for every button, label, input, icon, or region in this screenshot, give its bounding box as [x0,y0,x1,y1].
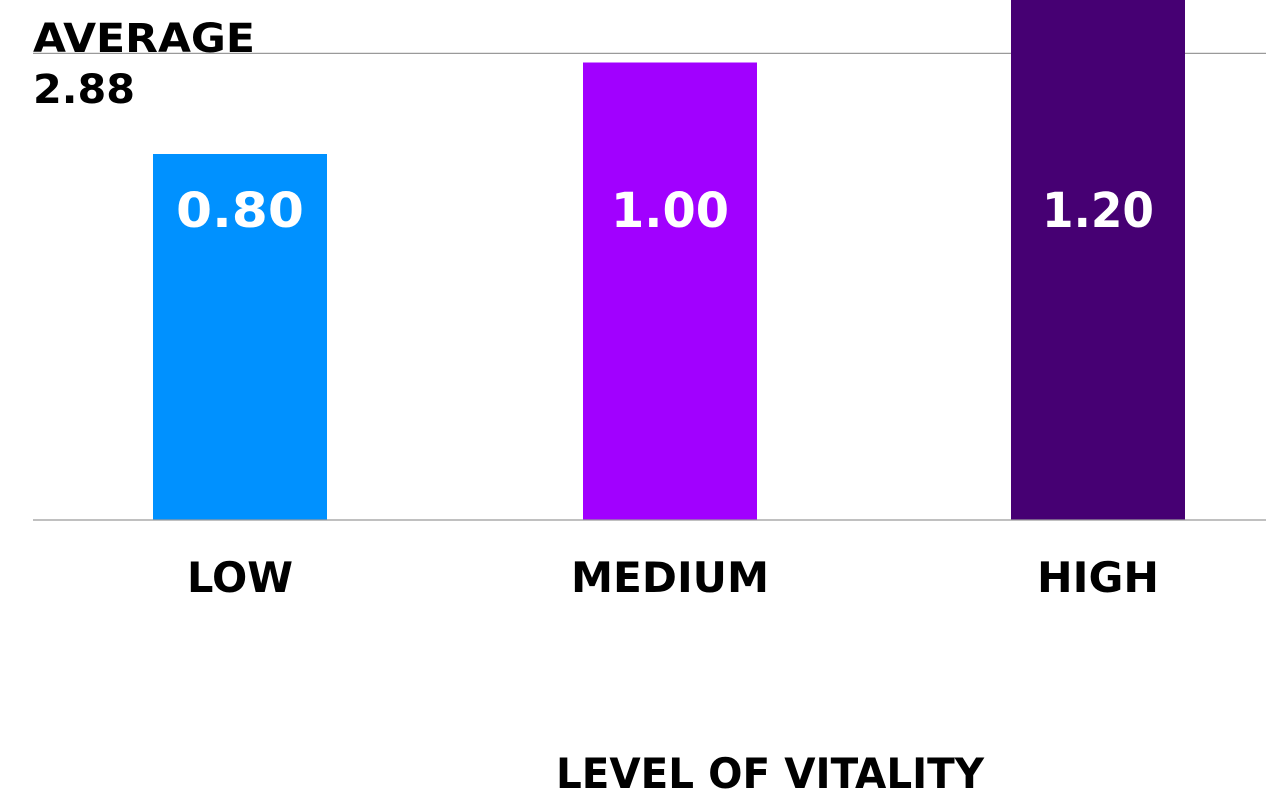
category-label-medium: MEDIUM [571,553,769,602]
bar-low [153,154,327,520]
category-labels-group: LOW MEDIUM HIGH [187,553,1159,602]
bar-value-label-low: 0.80 [176,183,304,239]
reference-line-group: AVERAGE 2.88 [33,16,1266,113]
bar-medium [583,62,757,520]
average-value: 2.88 [33,67,135,113]
bars-group: 0.80 1.00 1.20 [153,0,1185,520]
category-label-low: LOW [187,553,293,602]
bar-value-label-medium: 1.00 [611,183,729,239]
bar-high [1011,0,1185,520]
category-label-high: HIGH [1037,553,1159,602]
x-axis-title: LEVEL OF VITALITY [556,749,985,793]
average-label: AVERAGE [33,16,255,62]
bar-value-label-high: 1.20 [1042,183,1154,239]
